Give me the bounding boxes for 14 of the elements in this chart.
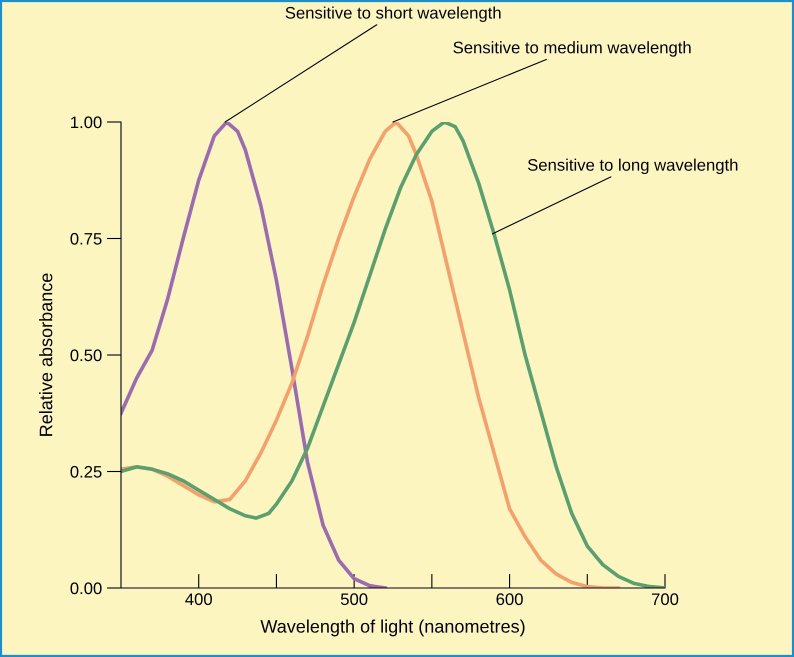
annotation: Sensitive to long wavelength <box>528 158 738 174</box>
x-tick-label: 500 <box>340 593 368 606</box>
y-tick-label: 0.75 <box>70 232 102 245</box>
y-tick-label: 1.00 <box>71 116 102 128</box>
x-tick-label: 700 <box>652 593 678 606</box>
y-axis-title: Relative absorbance <box>39 273 52 436</box>
annotation: Sensitive to short wavelength <box>286 6 501 22</box>
x-axis-title: Wavelength of light (nanometres) <box>260 620 525 636</box>
y-tick-label: 0.00 <box>70 582 102 594</box>
y-tick-label: 0.50 <box>70 349 102 362</box>
y-tick-label: 0.25 <box>70 466 102 478</box>
x-tick-label: 400 <box>185 593 212 606</box>
annotation: Sensitive to medium wavelength <box>453 41 691 57</box>
x-tick-label: 600 <box>496 593 523 606</box>
